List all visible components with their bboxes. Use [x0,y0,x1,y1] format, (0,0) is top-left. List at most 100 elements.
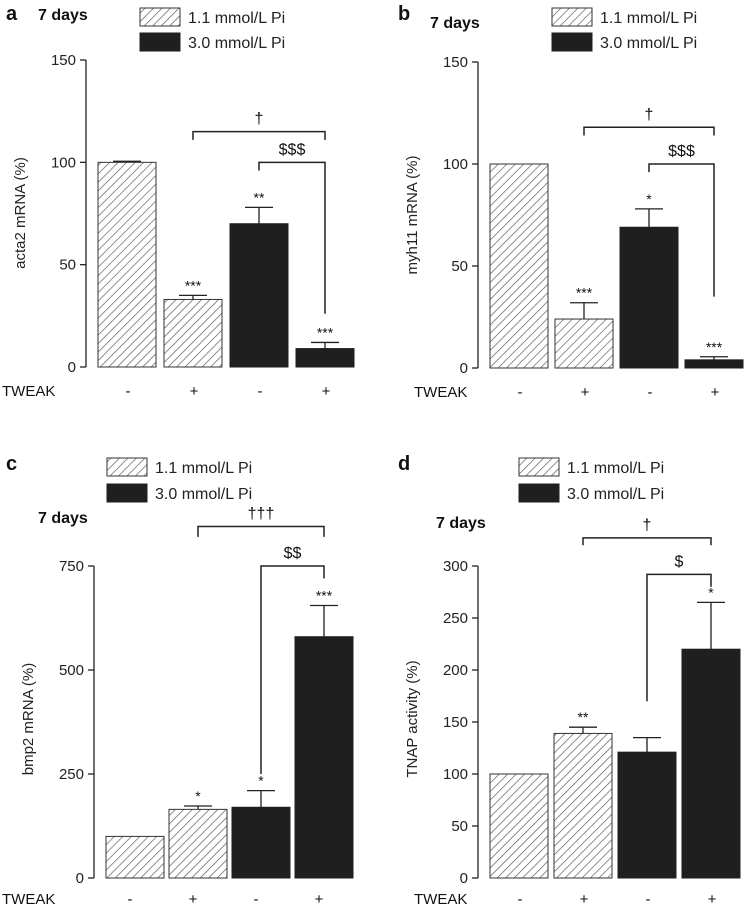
panel-c: c 7 days 1.1 mmol/L Pi 3.0 mmol/L Pi bmp… [2,453,354,908]
x-category-label-3: - [648,384,653,401]
panel-letter: a [6,3,18,25]
y-tick-label: 150 [443,714,468,731]
bar-4 [684,359,744,369]
y-tick-label: 250 [59,766,84,783]
x-category-label-3: - [254,891,259,908]
legend-swatch-solid [106,483,148,503]
x-category-label-2: + [581,384,590,401]
comparison-bracket-2 [258,161,326,314]
y-tick-label: 300 [443,558,468,575]
x-axis-label: TWEAK [2,383,55,400]
significance-label-2: *** [576,285,593,301]
comparison-bracket-1 [582,537,712,546]
legend-swatch-hatched [106,457,148,477]
bar-2 [163,298,223,368]
significance-label-3: * [646,191,652,207]
legend-label-low-pi: 1.1 mmol/L Pi [188,10,285,27]
bracket-label-2: $$$ [279,141,306,158]
y-tick-label: 0 [68,359,76,376]
x-category-label-3: - [258,383,263,400]
y-tick-label: 50 [451,258,468,275]
bar-4 [295,348,355,368]
chart-title: 7 days [436,515,486,532]
x-category-label-4: + [711,384,720,401]
bar-1 [489,773,549,879]
x-category-label-1: - [126,383,131,400]
x-category-label-2: + [580,891,589,908]
significance-label-4: * [708,584,714,600]
panel-letter: d [398,453,410,475]
bracket-label-1: † [645,106,654,123]
legend: 1.1 mmol/L Pi 3.0 mmol/L Pi [518,457,664,503]
chart-title: 7 days [38,510,88,527]
x-axis-label: TWEAK [2,891,55,908]
legend: 1.1 mmol/L Pi 3.0 mmol/L Pi [106,457,252,503]
x-category-label-2: + [189,891,198,908]
legend-label-low-pi: 1.1 mmol/L Pi [155,460,252,477]
bar-2 [554,318,614,369]
comparison-bracket-2 [648,163,715,297]
bar-3 [617,751,677,879]
bar-4 [294,636,354,879]
comparison-bracket-1 [197,525,325,537]
y-tick-label: 250 [443,610,468,627]
chart-title: 7 days [38,7,88,24]
panel-b: b 7 days 1.1 mmol/L Pi 3.0 mmol/L Pi myh… [398,3,744,401]
legend-swatch-hatched [518,457,560,477]
bracket-label-2: $$$ [668,143,695,160]
legend-swatch-solid [551,32,593,52]
significance-label-3: ** [254,189,265,205]
x-category-label-4: + [315,891,324,908]
panel-letter: c [6,453,17,475]
bracket-label-1: ††† [248,505,275,522]
x-category-label-4: + [708,891,717,908]
legend-label-high-pi: 3.0 mmol/L Pi [188,35,285,52]
x-category-label-2: + [190,383,199,400]
bracket-label-2: $ [675,553,684,570]
x-category-label-1: - [518,384,523,401]
significance-label-2: ** [578,709,589,725]
x-axis-label: TWEAK [414,384,467,401]
legend-label-low-pi: 1.1 mmol/L Pi [600,10,697,27]
bar-3 [619,226,679,369]
bracket-label-2: $$ [284,545,302,562]
significance-label-4: *** [706,339,723,355]
y-axis-label: acta2 mRNA (%) [12,157,29,269]
x-category-label-3: - [646,891,651,908]
y-tick-label: 0 [460,360,468,377]
x-axis-label: TWEAK [414,891,467,908]
bracket-label-1: † [255,111,264,128]
bracket-label-1: † [643,517,652,534]
significance-label-3: * [258,773,264,789]
legend: 1.1 mmol/L Pi 3.0 mmol/L Pi [551,7,697,52]
bar-3 [231,806,291,879]
y-tick-label: 0 [76,870,84,887]
significance-label-4: *** [316,588,333,604]
x-category-label-1: - [128,891,133,908]
y-tick-label: 200 [443,662,468,679]
comparison-bracket-2 [260,565,325,774]
x-category-label-4: + [322,383,331,400]
legend-swatch-solid [139,32,181,52]
bar-1 [105,835,165,879]
y-tick-label: 100 [443,766,468,783]
bar-2 [168,808,228,879]
bar-2 [553,732,613,879]
legend-label-high-pi: 3.0 mmol/L Pi [567,486,664,503]
y-tick-label: 100 [51,154,76,171]
bar-1 [489,163,549,369]
comparison-bracket-1 [192,130,326,140]
significance-label-2: *** [185,277,202,293]
chart-title: 7 days [430,15,480,32]
y-tick-label: 150 [443,54,468,71]
legend: 1.1 mmol/L Pi 3.0 mmol/L Pi [139,7,285,52]
y-tick-label: 50 [451,818,468,835]
comparison-bracket-1 [583,126,715,136]
legend-label-low-pi: 1.1 mmol/L Pi [567,460,664,477]
bar-3 [229,223,289,368]
comparison-bracket-2 [646,573,712,702]
y-tick-label: 100 [443,156,468,173]
legend-label-high-pi: 3.0 mmol/L Pi [600,35,697,52]
y-tick-label: 0 [460,870,468,887]
panel-a: a 7 days 1.1 mmol/L Pi 3.0 mmol/L Pi act… [2,3,355,400]
